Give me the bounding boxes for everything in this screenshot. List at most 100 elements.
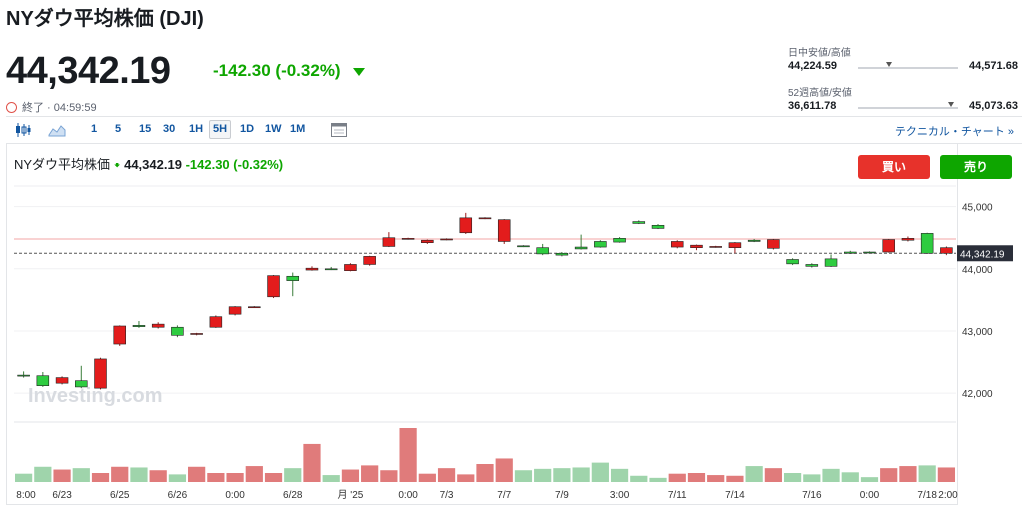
volume-bar: [668, 473, 686, 482]
volume-bar: [860, 477, 879, 482]
volume-bar: [303, 443, 321, 482]
day-range-bar: [858, 67, 958, 69]
watermark: Investing.com: [28, 385, 162, 407]
interval-5[interactable]: 5: [115, 123, 122, 135]
day-range-label: 日中安値/高値: [788, 48, 851, 59]
volume-bar: [34, 466, 52, 482]
candle-body: [478, 217, 492, 220]
x-tick-label: 7/9: [555, 490, 569, 501]
interval-5h[interactable]: 5H: [209, 120, 232, 139]
volume-bar: [15, 473, 33, 482]
candle-body: [401, 238, 415, 240]
week52-low: 36,611.78: [788, 100, 837, 112]
change-value: -142.30: [213, 61, 271, 80]
candle-body: [594, 241, 607, 248]
candle-body: [171, 326, 184, 336]
volume-bar: [841, 472, 859, 482]
volume-bar: [188, 466, 206, 482]
candle-body: [497, 219, 511, 242]
volume-bar: [380, 470, 398, 482]
x-tick-label: 7/3: [440, 490, 454, 501]
candle-body: [670, 241, 684, 248]
volume-bar: [361, 465, 379, 482]
candle-body: [421, 239, 434, 244]
legend-change: -142.30: [185, 157, 230, 172]
candle-body: [286, 275, 300, 281]
candle-body: [690, 244, 703, 248]
volume-bar: [610, 468, 629, 482]
x-tick-label: 月 '25: [338, 489, 364, 501]
volume-bar: [572, 467, 590, 482]
candle-body: [440, 238, 453, 241]
status-text: 終了 · 04:59:59: [22, 102, 97, 114]
candle-body: [209, 316, 223, 328]
legend-change-percent: (-0.32%): [233, 157, 284, 172]
candle-body: [113, 325, 126, 345]
volume-bar: [764, 468, 782, 482]
day-range-marker: [886, 62, 892, 67]
interval-1w[interactable]: 1W: [265, 123, 282, 135]
candle-body: [747, 239, 761, 242]
candle-body: [882, 239, 895, 253]
x-tick-label: 7/18: [917, 490, 937, 501]
x-tick-label: 6/25: [110, 490, 130, 501]
market-status: 終了 · 04:59:59: [6, 99, 97, 115]
candle-body: [248, 306, 261, 309]
volume-bar: [534, 468, 552, 482]
x-tick-label: 0:00: [398, 490, 418, 501]
y-tick-label: 42,000: [962, 389, 993, 400]
x-tick-label: 3:00: [610, 490, 630, 501]
candle-body: [920, 233, 934, 254]
interval-15[interactable]: 15: [139, 123, 152, 135]
candle-body: [555, 252, 569, 256]
candle-body: [459, 217, 473, 234]
candle-body: [382, 237, 396, 247]
area-chart-icon[interactable]: [48, 123, 66, 137]
volume-bar: [783, 473, 802, 482]
candle-body: [17, 374, 30, 377]
volume-bar: [880, 468, 898, 482]
interval-1d[interactable]: 1D: [240, 123, 255, 135]
interval-1h[interactable]: 1H: [189, 123, 204, 135]
volume-bar: [437, 468, 456, 482]
volume-bar: [284, 468, 302, 482]
candle-body: [305, 267, 319, 271]
x-tick-label: 6/28: [283, 490, 303, 501]
chart-toolbar: 1 5 15 30 1H 5H 1D 1W 1M テクニカル・チャート »: [6, 116, 1022, 144]
volume-bar: [495, 458, 513, 482]
volume-bar: [399, 428, 417, 482]
volume-bar: [130, 467, 148, 482]
candle-body: [863, 251, 876, 254]
volume-bar: [918, 465, 936, 482]
interval-1m[interactable]: 1M: [290, 123, 306, 135]
candle-body: [75, 380, 88, 388]
x-tick-label: 8:00: [16, 490, 36, 501]
interval-1[interactable]: 1: [91, 123, 98, 135]
candle-body: [651, 224, 665, 229]
candle-body: [767, 239, 780, 249]
calendar-icon[interactable]: [330, 122, 348, 138]
change-percent: (-0.32%): [275, 61, 341, 80]
candle-body: [824, 258, 838, 267]
volume-bar: [687, 473, 706, 482]
down-arrow-icon: [353, 67, 366, 76]
volume-bar: [726, 475, 744, 482]
volume-bar: [168, 474, 187, 482]
technical-chart-link[interactable]: テクニカル・チャート »: [894, 126, 1014, 138]
candle-body: [55, 377, 69, 384]
x-tick-label: 0:00: [860, 490, 880, 501]
interval-30[interactable]: 30: [163, 123, 176, 135]
candle-body: [36, 375, 50, 386]
volume-bar: [341, 469, 360, 482]
legend-down-arrow-icon: 🠻: [113, 160, 121, 172]
price-change: -142.30 (-0.32%): [213, 61, 366, 81]
candle-body: [901, 238, 915, 241]
buy-button[interactable]: 買い: [858, 155, 930, 179]
candlestick-icon[interactable]: [14, 122, 32, 138]
x-tick-label: 7/14: [725, 490, 745, 501]
candle-body: [613, 238, 626, 243]
week52-range-bar: [858, 107, 958, 109]
sell-button[interactable]: 売り: [940, 155, 1012, 179]
volume-bar: [207, 473, 225, 482]
